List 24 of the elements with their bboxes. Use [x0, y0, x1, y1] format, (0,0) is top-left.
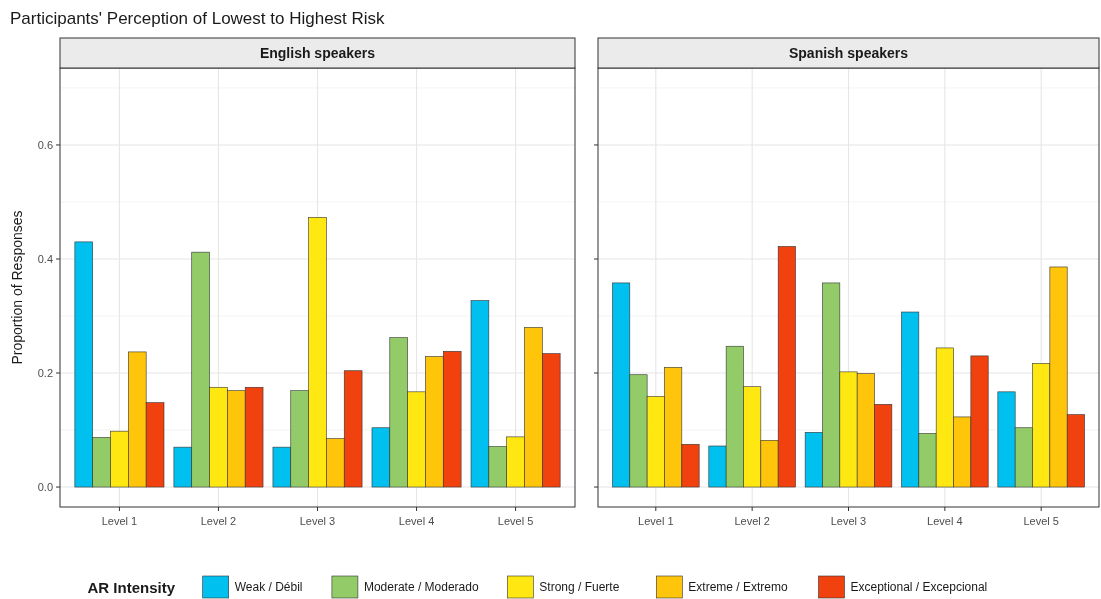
y-tick-label: 0.4 — [37, 252, 53, 265]
x-tick-label: Level 1 — [101, 515, 138, 527]
legend-label: Extreme / Extremo — [688, 580, 788, 594]
y-tick-label: 0.2 — [37, 367, 53, 380]
chart-subtitle: English speakers — [259, 45, 376, 61]
x-tick-label: Level 5 — [1023, 515, 1059, 527]
x-tick-label: Level 4 — [927, 515, 963, 527]
legend-label: Strong / Fuerte — [539, 580, 620, 594]
legend-label: Moderate / Moderado — [363, 580, 479, 594]
chart-title: Participants' Perception of Lowest to Highest Risk — [10, 9, 386, 28]
x-tick-label: Level 1 — [638, 515, 674, 527]
legend-title: AR Intensity — [87, 579, 176, 596]
x-tick-label: Level 3 — [299, 515, 336, 527]
x-tick-label: Level 2 — [734, 515, 770, 527]
x-tick-label: Level 2 — [200, 515, 237, 527]
x-tick-label: Level 4 — [398, 515, 435, 527]
chart-subtitle: Spanish speakers — [788, 45, 909, 61]
x-tick-label: Level 3 — [830, 515, 867, 527]
y-axis-title: Proportion of Responses — [9, 210, 25, 365]
y-tick-label: 0.6 — [37, 138, 53, 151]
legend-label: Exceptional / Excepcional — [850, 580, 988, 594]
x-tick-label: Level 5 — [497, 515, 534, 527]
legend-label: Weak / Débil — [234, 580, 303, 594]
y-tick-label: 0.0 — [37, 481, 53, 494]
